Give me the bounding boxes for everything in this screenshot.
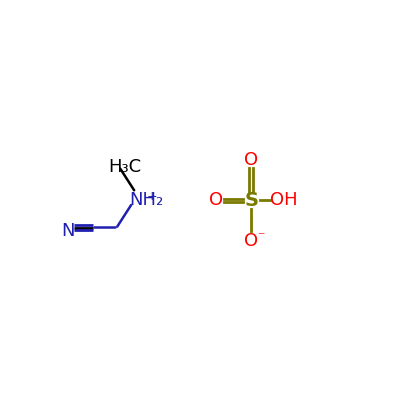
Text: NH₂: NH₂ <box>130 192 164 210</box>
Text: O: O <box>244 152 258 170</box>
Text: +: + <box>146 190 157 203</box>
Text: H₃C: H₃C <box>108 158 141 176</box>
Text: S: S <box>244 191 258 210</box>
Text: O: O <box>244 232 258 250</box>
Text: OH: OH <box>270 192 297 210</box>
Text: ⁻: ⁻ <box>257 230 264 244</box>
Text: N: N <box>61 222 75 240</box>
Text: O: O <box>209 192 223 210</box>
